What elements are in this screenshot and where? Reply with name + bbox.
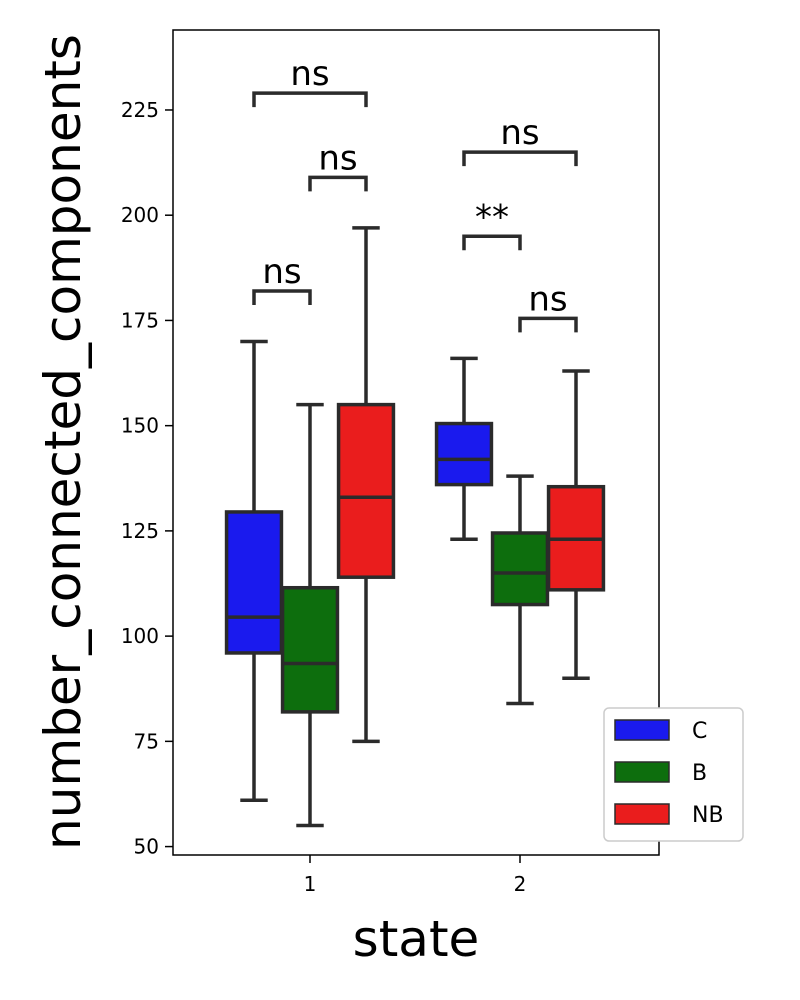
iqr-box (224, 510, 284, 655)
plot-area-frame (172, 29, 660, 856)
box-NB-state-2 (546, 369, 606, 680)
x-axis-title: state (353, 910, 480, 968)
box-C-state-2 (434, 356, 494, 542)
bracket-line (308, 175, 368, 192)
y-axis: 50 75 100 125 150 175 200 225 (121, 98, 173, 859)
y-tick-label: 175 (121, 308, 159, 332)
iqr-box (434, 421, 494, 487)
bracket-line (462, 150, 578, 167)
y-tick-label: 50 (134, 835, 159, 859)
y-tick-label: 75 (134, 729, 159, 753)
y-tick-label: 125 (121, 519, 159, 543)
significance-label: ns (528, 279, 567, 319)
y-tick-label: 225 (121, 98, 159, 122)
box-C-state-1 (224, 339, 284, 803)
significance-label: ns (290, 54, 329, 94)
legend: CB NB (603, 707, 744, 842)
y-tick-label: 200 (121, 203, 159, 227)
significance-label: ** (475, 197, 509, 237)
iqr-box (336, 402, 396, 579)
box-B-state-1 (280, 402, 340, 828)
y-axis-title: number_connected_components (34, 34, 92, 850)
legend-swatch-B (614, 761, 670, 783)
significance-bracket: ns (518, 279, 578, 333)
box-NB-state-1 (336, 226, 396, 744)
significance-bracket: ns (462, 113, 578, 167)
significance-bracket: ns (252, 54, 368, 108)
bracket-line (462, 234, 522, 251)
significance-annotations: ns ns ns ** ns ns (252, 54, 578, 333)
bracket-line (518, 316, 578, 333)
x-tick-label: 2 (514, 872, 527, 896)
iqr-box (280, 585, 340, 714)
legend-label-C: C (692, 719, 707, 744)
significance-bracket: ** (462, 197, 522, 251)
box-B-state-2 (490, 474, 550, 706)
significance-label: ns (500, 113, 539, 153)
significance-label: ns (318, 138, 357, 178)
bracket-line (252, 289, 312, 305)
y-tick-label: 100 (121, 624, 159, 648)
legend-label-NB: NB (692, 803, 724, 828)
boxes-layer (224, 226, 606, 828)
bracket-line (252, 91, 368, 108)
legend-label-B: B (692, 761, 707, 786)
y-tick-label: 150 (121, 414, 159, 438)
significance-label: ns (262, 252, 301, 292)
iqr-box (490, 531, 550, 607)
significance-bracket: ns (308, 138, 368, 192)
x-tick-label: 1 (304, 872, 317, 896)
significance-bracket: ns (252, 252, 312, 305)
legend-swatch-C (614, 719, 670, 741)
legend-swatch-NB (614, 803, 670, 825)
